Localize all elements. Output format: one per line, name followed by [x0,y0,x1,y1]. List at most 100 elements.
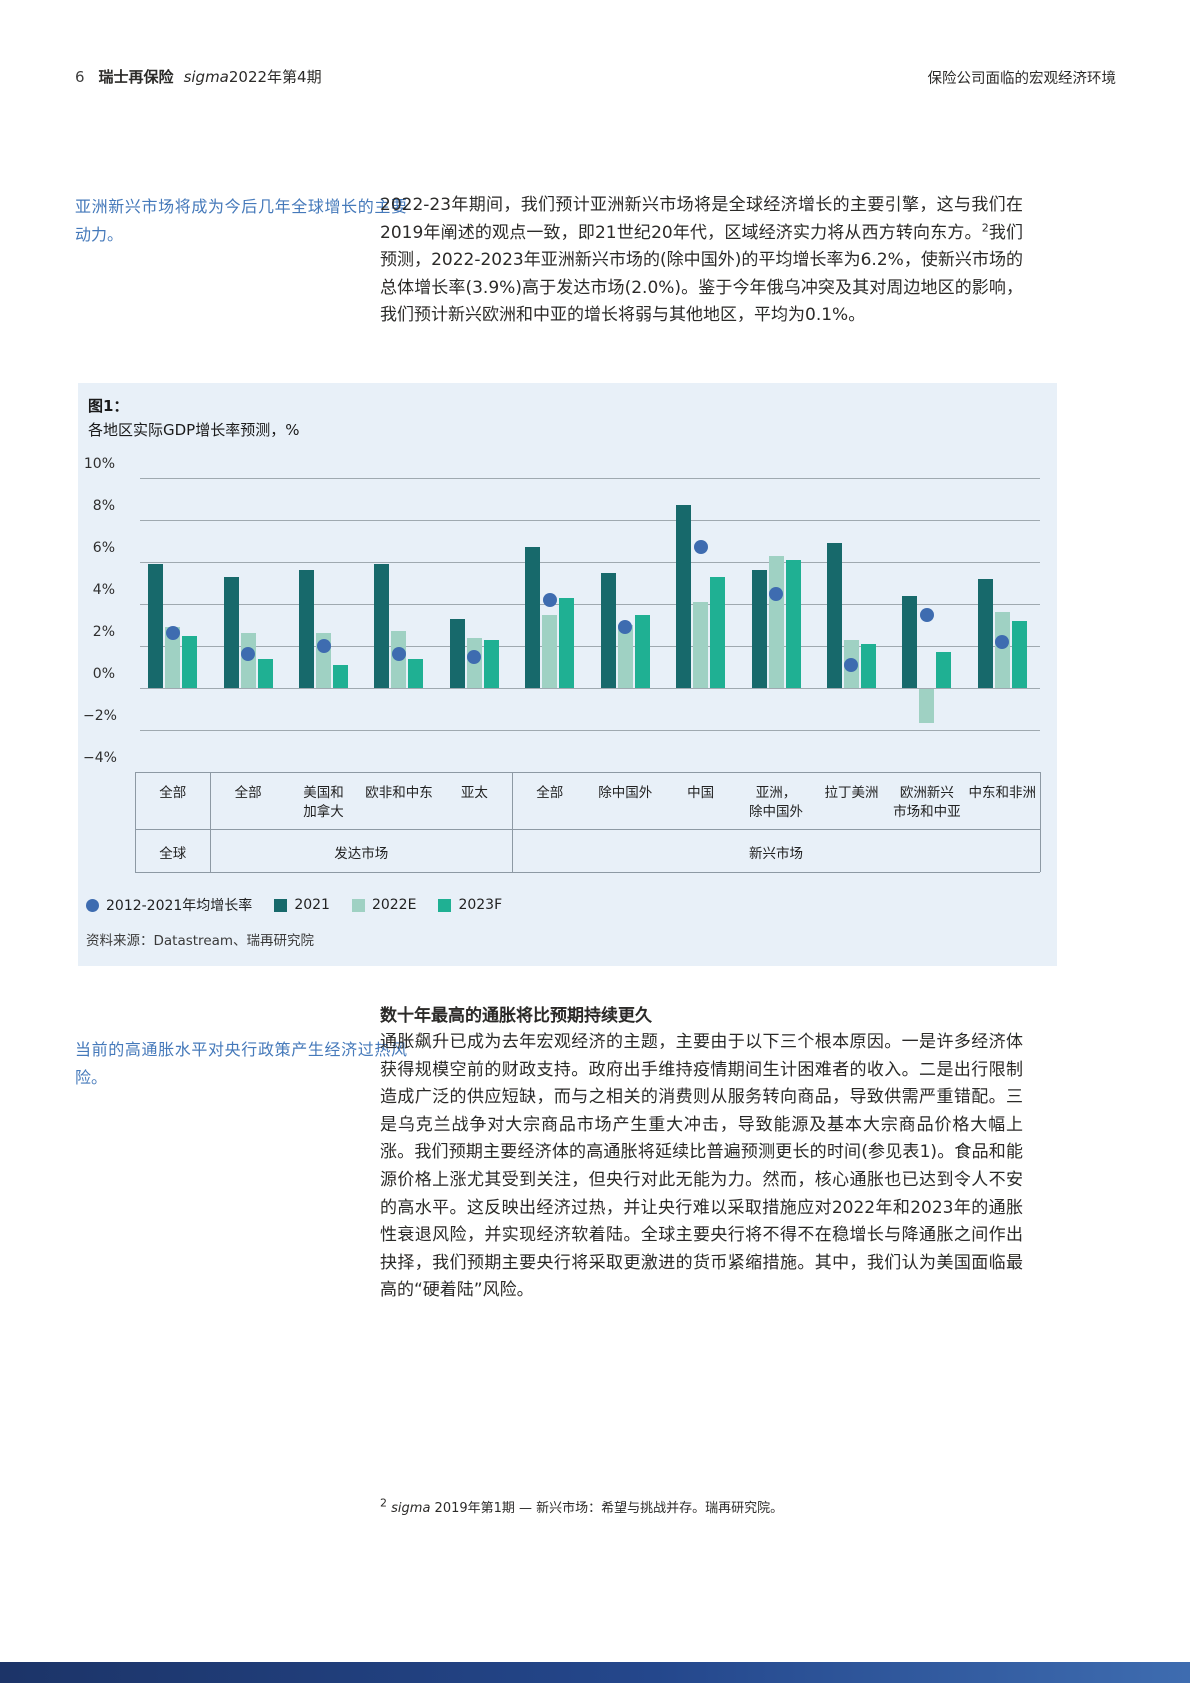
brand-name: 瑞士再保险 [98,68,174,86]
y-axis-tick-label: 2% [92,624,115,640]
gridline [140,478,1040,479]
issue-label: 2022年第4期 [228,68,322,86]
table-border [1040,772,1041,872]
page-bottom-band [0,1662,1190,1683]
table-border [135,872,1040,873]
bar-2023F-group4 [408,658,424,688]
table-border [135,772,136,872]
section-heading: 数十年最高的通胀将比预期持续更久 [380,1006,652,1026]
table-border [512,772,514,872]
chart-legend: 2012-2021年均增长率 2021 2022E 2023F [86,895,524,915]
average-dot-group10 [844,657,859,672]
category-label: 拉丁美洲 [824,785,879,801]
bar-2021-group9 [751,570,767,688]
average-dot-group1 [165,626,180,641]
legend-item-2023f: 2023F [438,897,502,913]
bar-2023F-group11 [936,652,952,688]
legend-label-2022e: 2022E [371,897,417,913]
bar-2023F-group12 [1011,620,1027,688]
category-label: 亚太 [460,785,488,801]
bar-2021-group6 [525,547,541,688]
bar-2021-group3 [299,570,315,688]
average-dot-group12 [995,634,1010,649]
page-number: 6 [75,68,85,86]
category-group-label: 发达市场 [334,846,389,862]
bar-2021-group4 [374,564,390,688]
bar-2021-group7 [600,572,616,688]
intro-text-1: 2022-23年期间，我们预计亚洲新兴市场将是全球经济增长的主要引擎，这与我们在… [380,195,1023,243]
category-label: 全部 [234,785,262,801]
bar-2021-group1 [148,564,164,688]
footnote-number: 2 [380,1496,387,1510]
legend-label-average: 2012-2021年均增长率 [106,898,253,914]
footnote-journal: sigma [391,1501,431,1516]
footnote: 2 sigma 2019年第1期 — 新兴市场：希望与挑战并存。瑞再研究院。 [380,1497,1023,1516]
table-border [135,772,1040,773]
average-dot-group11 [919,607,934,622]
average-dot-group2 [241,647,256,662]
bar-2023F-group9 [785,559,801,688]
category-label: 美国和 加拿大 [303,785,344,820]
category-label: 全部 [159,785,187,801]
y-axis-tick-label: 6% [92,540,115,556]
figure-1-chart: 图1： 各地区实际GDP增长率预测，% 10% 8% 6% 4% 2% 0% −2% −4% 全… [78,383,1057,966]
bar-2023F-group1 [182,635,198,688]
bar-2023F-group2 [257,658,273,688]
average-dot-group8 [693,540,708,555]
category-label: 亚洲， 除中国外 [749,785,804,820]
legend-2022e-swatch [351,898,365,912]
category-label: 中东和非洲 [968,785,1037,801]
legend-item-2022e: 2022E [351,897,417,913]
legend-dot-swatch [86,898,99,912]
average-dot-group7 [618,620,633,635]
bar-2021-group8 [676,505,692,688]
average-dot-group9 [769,586,784,601]
average-dot-group4 [391,647,406,662]
y-axis-tick-label: 10% [83,456,115,472]
category-group-label: 全球 [159,846,187,862]
average-dot-group6 [542,592,557,607]
category-label: 欧非和中东 [365,785,433,801]
y-axis-tick-label: 8% [92,498,115,514]
bar-2022E-group1 [165,627,181,688]
y-axis-tick-label: −2% [83,708,117,724]
margin-note-inflation: 当前的高通胀水平对央行政策产生经济过热风险。 [75,1040,407,1087]
bar-2023F-group8 [710,576,726,688]
category-label: 中国 [687,785,715,801]
header-section-title: 保险公司面临的宏观经济环境 [927,71,1117,87]
bar-2021-group10 [826,543,842,688]
bar-2023F-group10 [860,643,876,688]
intro-text-2: 我们预测，2022-2023年亚洲新兴市场的(除中国外)的平均增长率为6.2%，… [380,222,1023,326]
table-border [135,829,1040,830]
category-label: 欧洲新兴 市场和中亚 [893,785,961,820]
legend-item-average: 2012-2021年均增长率 [86,895,252,915]
category-label: 全部 [536,785,564,801]
bar-2023F-group3 [333,664,349,688]
bar-2022E-group12 [994,612,1010,688]
bar-2021-group2 [223,576,239,688]
bar-2022E-group9 [768,555,784,688]
chart-source: 资料来源：Datastream、瑞再研究院 [86,933,315,949]
gridline [140,730,1040,731]
y-axis-tick-label: 4% [92,582,115,598]
bar-2022E-group8 [693,601,709,688]
legend-item-2021: 2021 [274,897,330,913]
legend-2021-swatch [274,898,288,912]
gridline [140,520,1040,521]
bar-2023F-group5 [483,639,499,688]
footnote-marker-sup: 2 [981,220,989,234]
chart-title: 各地区实际GDP增长率预测，% [88,421,300,439]
bar-2021-group5 [449,618,465,688]
y-axis-tick-label: −4% [83,750,117,766]
gridline [140,688,1040,689]
category-label: 除中国外 [598,785,653,801]
bar-2021-group12 [977,578,993,688]
gridline [140,646,1040,647]
bar-2023F-group7 [634,614,650,688]
bar-2022E-group11 [919,689,935,723]
header-left: 6 瑞士再保险 sigma2022年第4期 [75,66,322,87]
gridline [140,604,1040,605]
gridline [140,562,1040,563]
section-paragraph: 通胀飙升已成为去年宏观经济的主题，主要由于以下三个根本原因。一是许多经济体获得规… [380,1032,1023,1301]
